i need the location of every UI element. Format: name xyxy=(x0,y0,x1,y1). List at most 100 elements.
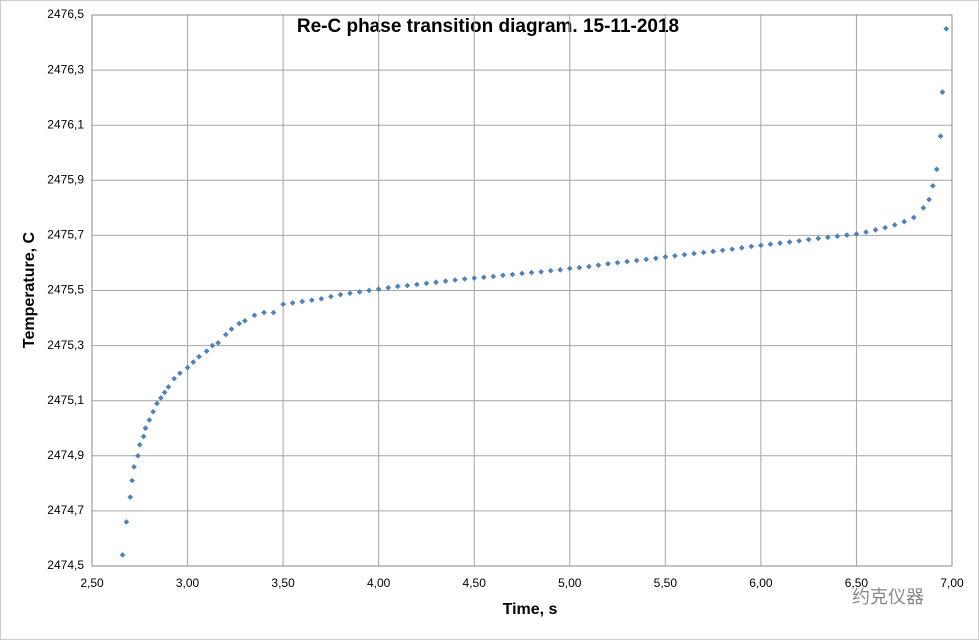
point xyxy=(228,326,235,332)
point xyxy=(891,222,898,228)
point xyxy=(853,231,860,237)
point xyxy=(624,258,630,265)
point xyxy=(190,359,197,365)
plot-border xyxy=(91,14,953,567)
point xyxy=(318,295,325,302)
point xyxy=(815,235,822,242)
point xyxy=(700,249,707,256)
point xyxy=(586,263,592,270)
y-tick-label: 2475,7 xyxy=(47,228,84,242)
point xyxy=(270,309,277,316)
point xyxy=(643,256,650,263)
point xyxy=(366,287,372,294)
point xyxy=(140,433,147,440)
point xyxy=(375,286,382,292)
x-tick-label: 6,50 xyxy=(845,576,869,590)
y-tick-label: 2476,5 xyxy=(47,7,84,21)
point xyxy=(939,89,946,95)
point xyxy=(146,417,153,423)
point xyxy=(157,395,164,401)
x-tick-label: 5,00 xyxy=(558,576,582,590)
point xyxy=(824,234,831,241)
point xyxy=(123,519,130,525)
point xyxy=(576,264,583,271)
point xyxy=(129,477,135,484)
chart-title: Re-C phase transition diagram. 15-11-201… xyxy=(297,16,679,37)
point xyxy=(452,277,458,283)
point xyxy=(308,297,315,303)
point xyxy=(196,353,202,360)
y-tick-label: 2475,3 xyxy=(47,338,84,352)
y-tick-label: 2474,5 xyxy=(47,558,84,572)
point xyxy=(222,331,229,338)
y-tick-label: 2475,5 xyxy=(47,283,84,297)
point xyxy=(595,262,602,268)
point xyxy=(119,552,126,558)
point xyxy=(691,250,697,257)
y-tick-label: 2475,9 xyxy=(47,172,84,186)
x-axis-title: Time, s xyxy=(503,601,558,618)
point xyxy=(136,441,143,448)
point xyxy=(633,257,640,264)
point xyxy=(142,425,149,432)
y-tick-label: 2476,3 xyxy=(47,62,84,76)
x-tick-label: 4,00 xyxy=(367,576,391,590)
point xyxy=(729,246,736,253)
point xyxy=(442,278,449,284)
point xyxy=(209,342,216,349)
point xyxy=(433,279,439,286)
point xyxy=(681,251,688,258)
point xyxy=(777,240,783,246)
point xyxy=(937,133,944,140)
point xyxy=(605,260,611,267)
y-axis-title: Temperature, C xyxy=(21,231,38,348)
point xyxy=(786,239,793,245)
point xyxy=(748,243,755,250)
point xyxy=(901,218,908,225)
point xyxy=(150,408,156,415)
point xyxy=(261,309,267,316)
point xyxy=(614,259,621,266)
point xyxy=(910,214,917,221)
point xyxy=(131,463,137,470)
point xyxy=(161,389,168,396)
point xyxy=(538,268,544,275)
point xyxy=(203,348,210,354)
point xyxy=(509,271,516,278)
point xyxy=(154,400,160,407)
point xyxy=(920,205,927,211)
point xyxy=(738,244,745,251)
point xyxy=(135,452,141,459)
point xyxy=(943,25,950,32)
point xyxy=(805,236,812,243)
y-tick-label: 2476,1 xyxy=(47,117,84,131)
point xyxy=(404,282,411,289)
point xyxy=(242,317,248,324)
point xyxy=(423,280,430,287)
point xyxy=(394,283,401,290)
point xyxy=(328,293,334,300)
point xyxy=(177,370,183,376)
point xyxy=(926,196,932,203)
point xyxy=(872,227,879,233)
point xyxy=(710,248,716,255)
point xyxy=(215,340,221,346)
x-tick-label: 6,00 xyxy=(749,576,773,590)
y-tick-label: 2474,7 xyxy=(47,503,84,517)
point xyxy=(566,265,573,272)
watermark: 约克仪器 xyxy=(852,587,924,607)
point xyxy=(652,255,659,262)
point xyxy=(127,494,134,500)
x-tick-label: 3,50 xyxy=(271,576,295,590)
point xyxy=(662,254,669,260)
point xyxy=(165,384,172,390)
point xyxy=(882,224,888,231)
point xyxy=(796,238,802,244)
y-tick-label: 2474,9 xyxy=(47,448,84,462)
point xyxy=(356,289,363,295)
x-tick-label: 3,00 xyxy=(176,576,200,590)
point xyxy=(171,375,178,382)
point xyxy=(758,242,764,249)
